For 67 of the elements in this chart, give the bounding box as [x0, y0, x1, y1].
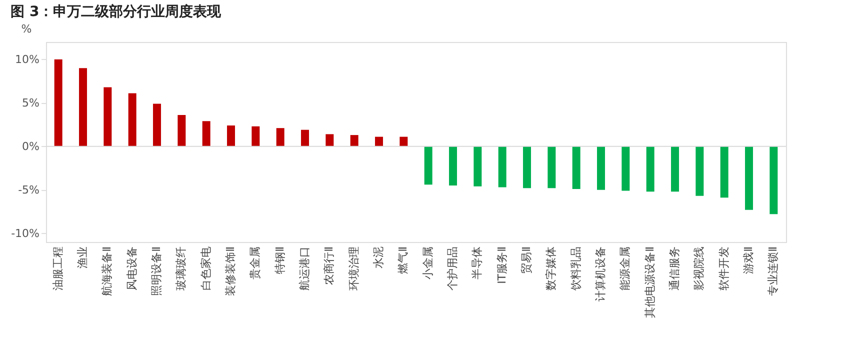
- bar: [597, 146, 605, 190]
- x-tick-label: 航运港口: [298, 246, 311, 290]
- bar: [720, 146, 728, 198]
- x-tick-label: 专业连锁Ⅱ: [766, 246, 780, 296]
- bar: [301, 130, 309, 146]
- x-tick-label: 农商行Ⅱ: [322, 246, 336, 285]
- x-tick-label: 数字媒体: [544, 246, 558, 290]
- x-tick-label: 照明设备Ⅱ: [150, 246, 163, 296]
- bar: [622, 146, 630, 191]
- bar: [424, 146, 432, 185]
- x-tick-label: 水泥: [372, 246, 385, 268]
- bar: [646, 146, 654, 192]
- x-tick-label: 航海装备Ⅱ: [100, 246, 114, 296]
- x-tick-label: 小金属: [421, 246, 434, 280]
- bar: [375, 136, 383, 146]
- bar: [178, 115, 186, 146]
- bar: [696, 146, 704, 196]
- x-tick-label: 计算机设备: [594, 246, 607, 302]
- bar: [350, 135, 358, 146]
- bar: [548, 146, 556, 188]
- bar: [128, 93, 136, 146]
- bar: [671, 146, 679, 192]
- x-tick-label: 影视院线: [692, 246, 706, 290]
- bar: [474, 146, 482, 186]
- y-axis-title: %: [21, 22, 32, 36]
- x-tick-label: 特钢Ⅱ: [273, 246, 286, 274]
- bar: [572, 146, 580, 189]
- x-tick-label: 个护用品: [446, 246, 459, 290]
- x-tick-label: 燃气Ⅱ: [396, 246, 410, 274]
- x-tick-label: 白色家电: [199, 246, 212, 290]
- bar: [523, 146, 531, 188]
- x-tick-label: 能源金属: [618, 246, 632, 290]
- chart-title: 图 3：申万二级部分行业周度表现: [10, 3, 222, 20]
- bar: [54, 59, 62, 146]
- bar: [79, 68, 87, 146]
- bar: [498, 146, 506, 188]
- x-tick-label: 环境治理: [347, 246, 360, 290]
- bar: [202, 121, 210, 146]
- bar: [227, 125, 235, 146]
- x-tick-label: IT服务Ⅱ: [495, 246, 508, 284]
- bar: [104, 87, 112, 146]
- bar: [276, 128, 284, 146]
- bar: [153, 104, 161, 146]
- y-tick-label: 10%: [15, 52, 40, 66]
- x-tick-label: 贸易Ⅱ: [520, 246, 533, 274]
- x-tick-label: 饮料乳品: [569, 246, 582, 292]
- bar: [326, 134, 334, 146]
- x-tick-label: 其他电源设备Ⅱ: [643, 246, 656, 318]
- bar: [745, 146, 753, 210]
- bar: [449, 146, 457, 186]
- x-tick-label: 半导体: [470, 246, 484, 280]
- x-tick-label: 渔业: [76, 246, 89, 268]
- y-tick-label: 5%: [22, 96, 40, 110]
- x-tick-label: 贵金属: [248, 246, 262, 280]
- bar: [400, 136, 408, 146]
- x-tick-label: 装修装饰Ⅱ: [224, 246, 237, 296]
- bar: [252, 126, 260, 146]
- bar: [770, 146, 778, 214]
- x-tick-label: 通信服务: [668, 246, 681, 290]
- x-tick-label: 油服工程: [51, 246, 64, 290]
- y-tick-label: -10%: [11, 226, 40, 240]
- y-tick-label: 0%: [22, 140, 40, 153]
- y-tick-label: -5%: [18, 183, 40, 196]
- x-tick-label: 风电设备: [125, 246, 138, 290]
- x-tick-label: 游戏Ⅱ: [742, 246, 755, 274]
- x-tick-label: 软件开发: [717, 246, 730, 290]
- x-tick-label: 玻璃玻纤: [174, 246, 188, 290]
